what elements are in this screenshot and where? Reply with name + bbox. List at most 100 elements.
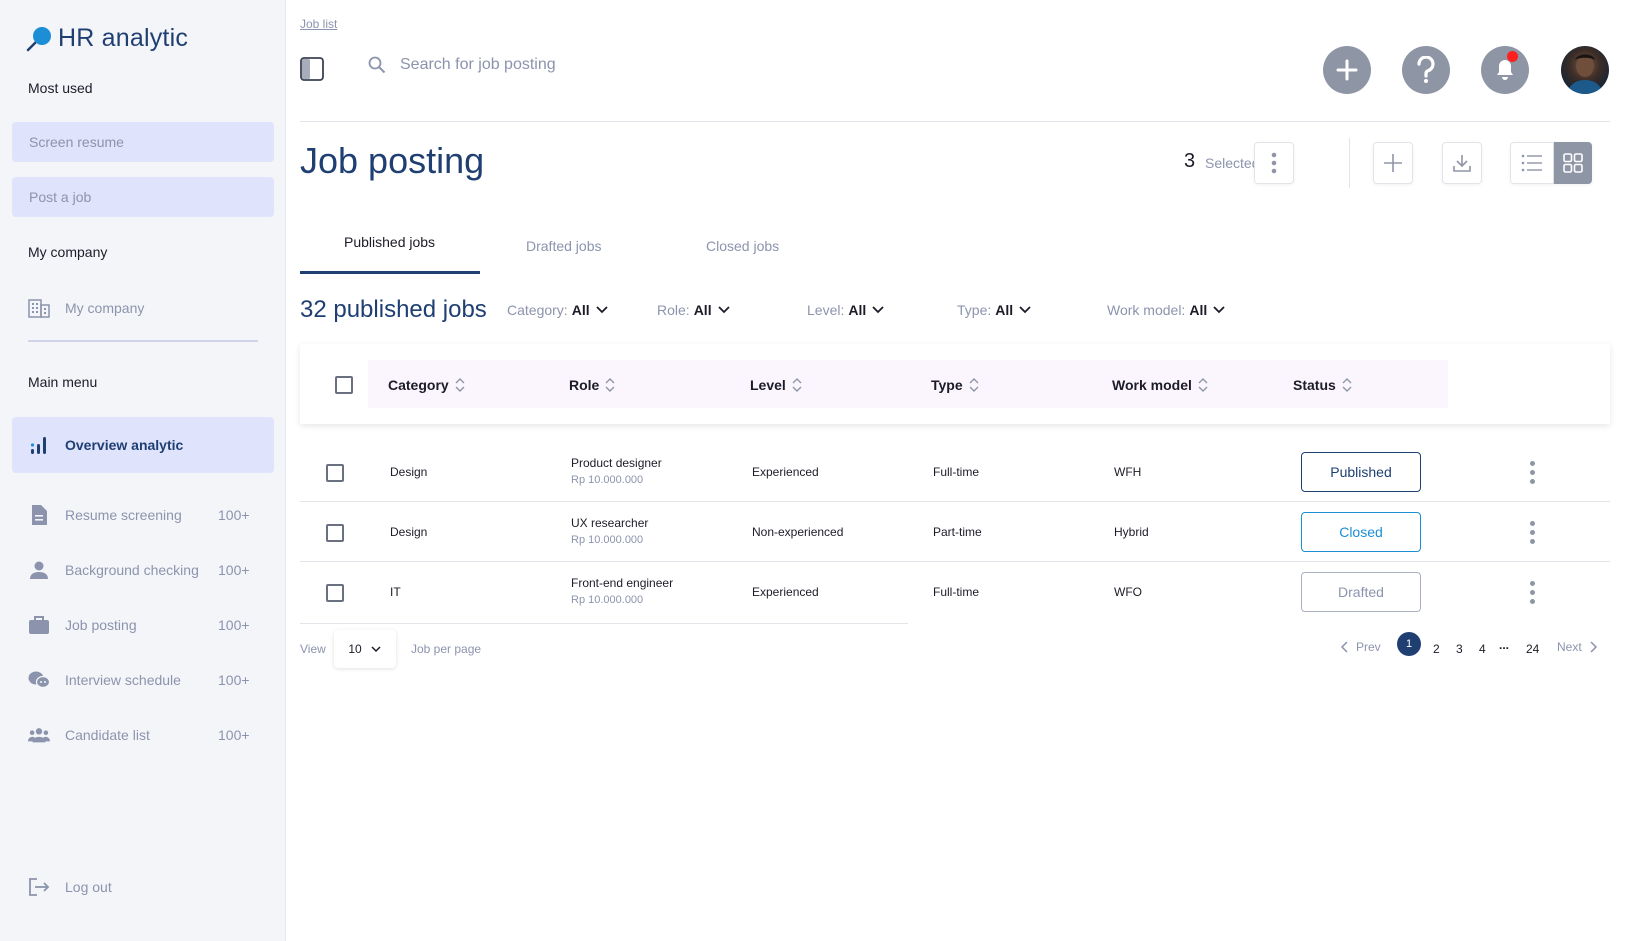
column-category[interactable]: Category	[388, 377, 465, 393]
filter-role[interactable]: Role: All	[657, 302, 732, 318]
avatar[interactable]	[1561, 46, 1609, 94]
cell-role: UX researcher	[571, 516, 649, 530]
sidebar-item-background-checking[interactable]: Background checking 100+	[12, 549, 274, 591]
column-status[interactable]: Status	[1293, 377, 1352, 393]
table-header: Category Role Level Type Work model Stat…	[300, 344, 1610, 424]
row-checkbox[interactable]	[326, 524, 344, 542]
row-menu-icon[interactable]	[1529, 521, 1535, 544]
briefcase-icon	[28, 614, 50, 636]
per-page-select[interactable]: 10	[334, 630, 396, 668]
chevron-down-icon	[717, 306, 730, 314]
bar-chart-icon	[28, 434, 50, 456]
filter-category[interactable]: Category: All	[507, 302, 610, 318]
add-button[interactable]	[1323, 46, 1371, 94]
per-page-label: Job per page	[411, 642, 482, 656]
breadcrumb[interactable]: Job list	[300, 17, 338, 31]
page-3[interactable]: 3	[1456, 642, 1463, 656]
filter-label: Work model:	[1107, 302, 1186, 318]
cell-work-model: Hybrid	[1114, 525, 1149, 539]
most-used-title: Most used	[28, 80, 93, 96]
sidebar-item-job-posting[interactable]: Job posting 100+	[12, 604, 274, 646]
grid-view-button[interactable]	[1554, 142, 1592, 184]
page-1[interactable]: 1	[1397, 632, 1421, 656]
cell-salary: Rp 10.000.000	[571, 594, 644, 606]
page-4[interactable]: 4	[1479, 642, 1486, 656]
table-row[interactable]: Design Product designer Rp 10.000.000 Ex…	[300, 442, 1610, 502]
building-icon	[28, 297, 50, 319]
select-all-checkbox[interactable]	[335, 376, 353, 394]
app-title: HR analytic	[58, 24, 189, 52]
filter-type[interactable]: Type: All	[957, 302, 1033, 318]
cell-category: IT	[390, 585, 401, 599]
chevron-right-icon	[1590, 641, 1597, 653]
notification-dot	[1507, 51, 1518, 62]
page-24[interactable]: 24	[1526, 642, 1540, 656]
filter-label: Type:	[957, 302, 992, 318]
filter-label: Role:	[657, 302, 690, 318]
page-2[interactable]: 2	[1433, 642, 1440, 656]
kebab-icon	[1271, 152, 1277, 174]
sidebar-item-count: 100+	[218, 672, 250, 688]
help-button[interactable]	[1402, 46, 1450, 94]
tab-drafted-jobs[interactable]: Drafted jobs	[526, 238, 602, 254]
download-icon	[1453, 155, 1471, 172]
sidebar-item-count: 100+	[218, 562, 250, 578]
plus-icon	[1384, 154, 1402, 172]
prev-label: Prev	[1356, 640, 1381, 654]
column-role[interactable]: Role	[569, 377, 615, 393]
tab-published-jobs[interactable]: Published jobs	[344, 234, 436, 250]
more-actions-button[interactable]	[1254, 142, 1294, 184]
row-menu-icon[interactable]	[1529, 581, 1535, 604]
cell-type: Part-time	[933, 525, 982, 539]
cell-category: Design	[390, 465, 428, 479]
filter-level[interactable]: Level: All	[807, 302, 886, 318]
per-page-value: 10	[348, 642, 362, 656]
list-view-button[interactable]	[1510, 142, 1554, 184]
download-button[interactable]	[1442, 142, 1482, 184]
sidebar-item-interview-schedule[interactable]: Interview schedule 100+	[12, 659, 274, 701]
sidebar-item-overview-analytic[interactable]: Overview analytic	[12, 417, 274, 473]
sidebar-toggle-icon[interactable]	[300, 57, 324, 86]
sidebar-item-label: Candidate list	[65, 727, 150, 743]
status-badge[interactable]: Drafted	[1301, 572, 1421, 612]
next-label: Next	[1557, 640, 1582, 654]
chevron-left-icon	[1340, 641, 1348, 653]
status-badge[interactable]: Published	[1301, 452, 1421, 492]
sidebar-item-candidate-list[interactable]: Candidate list 100+	[12, 714, 274, 756]
shortcut-post-job[interactable]: Post a job	[12, 177, 274, 217]
status-badge[interactable]: Closed	[1301, 512, 1421, 552]
shortcut-screen-resume[interactable]: Screen resume	[12, 122, 274, 162]
sidebar-item-resume-screening[interactable]: Resume screening 100+	[12, 494, 274, 536]
prev-page-button[interactable]: Prev	[1340, 640, 1381, 654]
chat-icon	[28, 669, 50, 691]
sidebar-divider	[28, 340, 258, 342]
sort-icon	[605, 378, 615, 392]
notification-button[interactable]	[1481, 46, 1529, 94]
column-label: Level	[750, 377, 786, 393]
search-input[interactable]: Search for job posting	[400, 56, 556, 73]
sidebar: HR analytic Most used Screen resume Post…	[0, 0, 286, 941]
row-menu-icon[interactable]	[1529, 461, 1535, 484]
grid-icon	[1563, 153, 1583, 173]
logout-button[interactable]: Log out	[12, 866, 274, 908]
cell-work-model: WFO	[1114, 585, 1142, 599]
next-page-button[interactable]: Next	[1557, 640, 1598, 654]
search-bar[interactable]: Search for job posting	[368, 56, 556, 74]
table-row[interactable]: Design UX researcher Rp 10.000.000 Non-e…	[300, 502, 1610, 562]
row-checkbox[interactable]	[326, 584, 344, 602]
row-divider	[300, 501, 1610, 502]
row-checkbox[interactable]	[326, 464, 344, 482]
filter-work-model[interactable]: Work model: All	[1107, 302, 1227, 318]
job-count: 32 published jobs	[300, 296, 487, 323]
cell-role: Front-end engineer	[571, 576, 674, 590]
sidebar-item-label: Job posting	[65, 617, 137, 633]
column-type[interactable]: Type	[931, 377, 979, 393]
tab-closed-jobs[interactable]: Closed jobs	[706, 238, 780, 254]
table-row[interactable]: IT Front-end engineer Rp 10.000.000 Expe…	[300, 562, 1610, 624]
cell-type: Full-time	[933, 465, 980, 479]
search-icon	[368, 56, 386, 74]
column-work-model[interactable]: Work model	[1112, 377, 1208, 393]
column-level[interactable]: Level	[750, 377, 802, 393]
add-job-button[interactable]	[1373, 142, 1413, 184]
sidebar-item-my-company[interactable]: My company	[12, 287, 274, 329]
